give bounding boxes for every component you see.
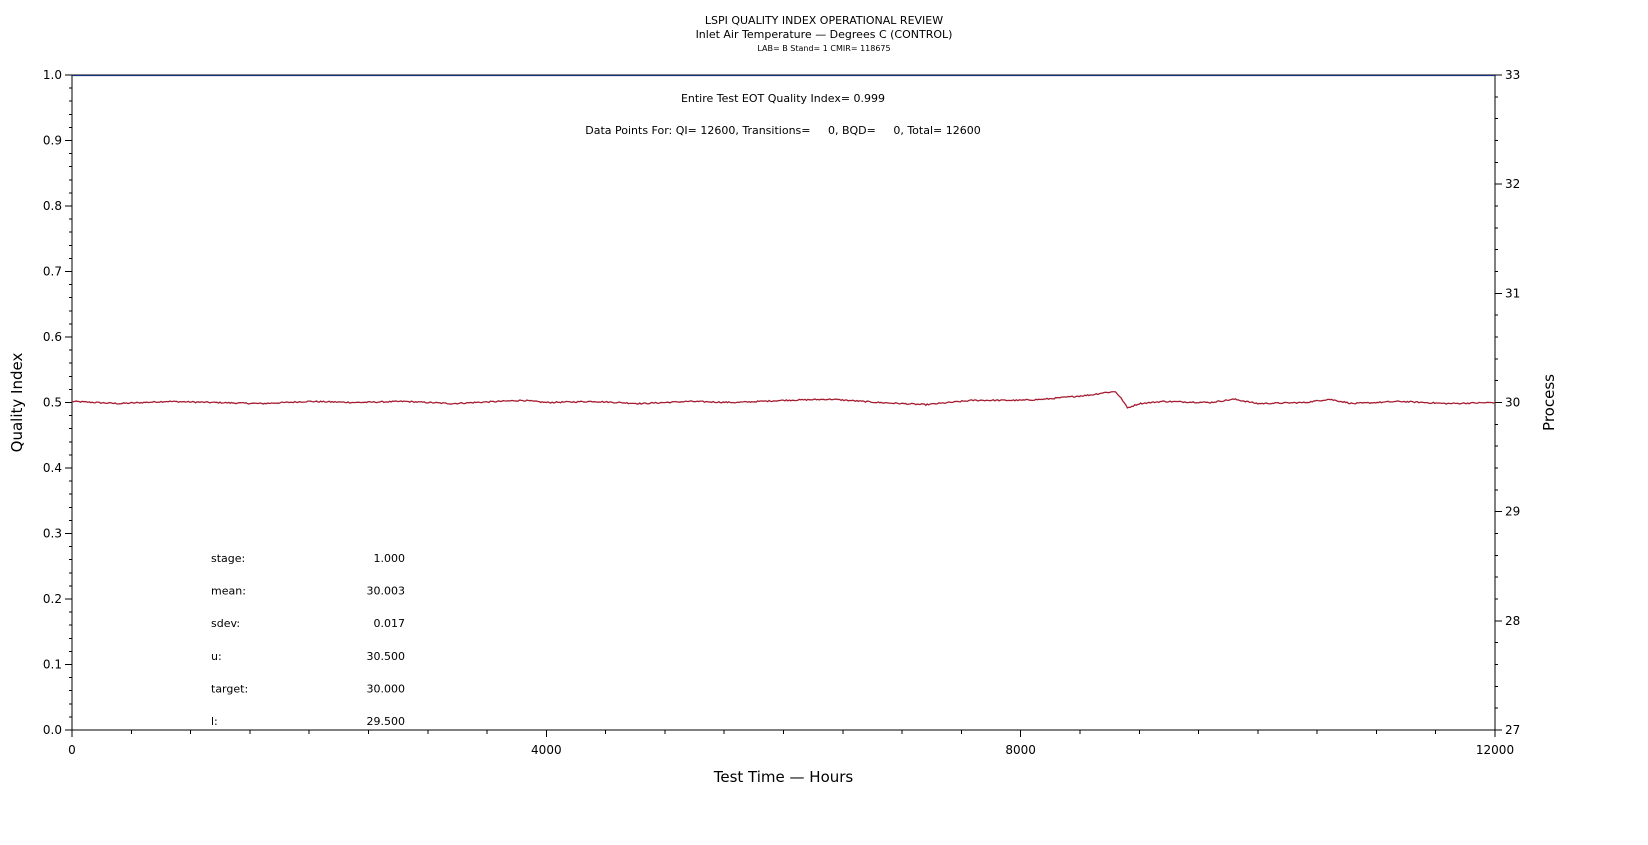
y-right-tick-label: 31 <box>1505 286 1520 300</box>
eot-quality-index-note: Entire Test EOT Quality Index= 0.999 <box>681 92 885 105</box>
y-left-tick-label: 1.0 <box>43 68 62 82</box>
y-right-tick-label: 28 <box>1505 614 1520 628</box>
stat-label: u: <box>211 650 222 663</box>
x-axis: 0 4000 8000 12000 <box>68 730 1514 757</box>
x-tick-label: 4000 <box>531 743 562 757</box>
x-axis-label: Test Time — Hours <box>713 768 854 786</box>
process-line <box>71 391 1496 409</box>
y-axis-left-label: Quality Index <box>8 353 26 453</box>
y-left-tick-label: 0.1 <box>43 658 62 672</box>
y-axis-right: 27 28 29 30 31 32 33 <box>1495 68 1520 737</box>
plot-area: 0 4000 8000 12000 0.00.10.20.30.40.50.60.70… <box>43 68 1520 757</box>
y-axis-left: 0.0 0.1 0.2 0.3 0.4 0.5 0.6 0.7 0.8 0.9 1.0 <box>43 68 72 737</box>
y-left-tick-label: 0.0 <box>43 723 62 737</box>
y-right-tick-label: 27 <box>1505 723 1520 737</box>
y-axis-right-label: Process <box>1540 374 1558 431</box>
y-right-tick-label: 32 <box>1505 177 1520 191</box>
y-left-tick-label: 0.7 <box>43 265 62 279</box>
y-left-tick-label: 0.2 <box>43 592 62 606</box>
stat-label: target: <box>211 682 248 695</box>
stats-block: stage: 1.000 mean: 30.003 sdev: 0.017 u: 30.500… <box>211 552 405 728</box>
stat-label: mean: <box>211 585 246 598</box>
y-left-tick-label: 0.9 <box>43 134 62 148</box>
stat-value: 30.500 <box>367 650 406 663</box>
x-tick-label: 12000 <box>1476 743 1514 757</box>
stat-label: l: <box>211 715 218 728</box>
y-right-tick-label: 33 <box>1505 68 1520 82</box>
y-left-tick-label: 0.5 <box>43 396 62 410</box>
chart-title: LSPI QUALITY INDEX OPERATIONAL REVIEW <box>705 14 943 27</box>
y-left-tick-label: 0.8 <box>43 199 62 213</box>
chart-subtitle: Inlet Air Temperature — Degrees C (CONTR… <box>696 28 953 41</box>
y-left-tick-label: 0.3 <box>43 527 62 541</box>
x-tick-label: 0 <box>68 743 76 757</box>
y-left-tick-label: 0.6 <box>43 330 62 344</box>
x-tick-label: 8000 <box>1005 743 1036 757</box>
stat-label: stage: <box>211 552 245 565</box>
stat-value: 0.017 <box>374 617 406 630</box>
stat-value: 30.003 <box>367 585 406 598</box>
y-right-tick-label: 30 <box>1505 396 1520 410</box>
series-lines <box>71 75 1496 409</box>
y-left-tick-label: 0.4 <box>43 461 62 475</box>
y-right-tick-label: 29 <box>1505 505 1520 519</box>
stat-value: 1.000 <box>374 552 406 565</box>
chart-subsubtitle: LAB= B Stand= 1 CMIR= 118675 <box>757 44 890 53</box>
stat-value: 30.000 <box>367 682 406 695</box>
stat-value: 29.500 <box>367 715 406 728</box>
stat-label: sdev: <box>211 617 240 630</box>
data-points-note: Data Points For: QI= 12600, Transitions=… <box>585 124 980 137</box>
